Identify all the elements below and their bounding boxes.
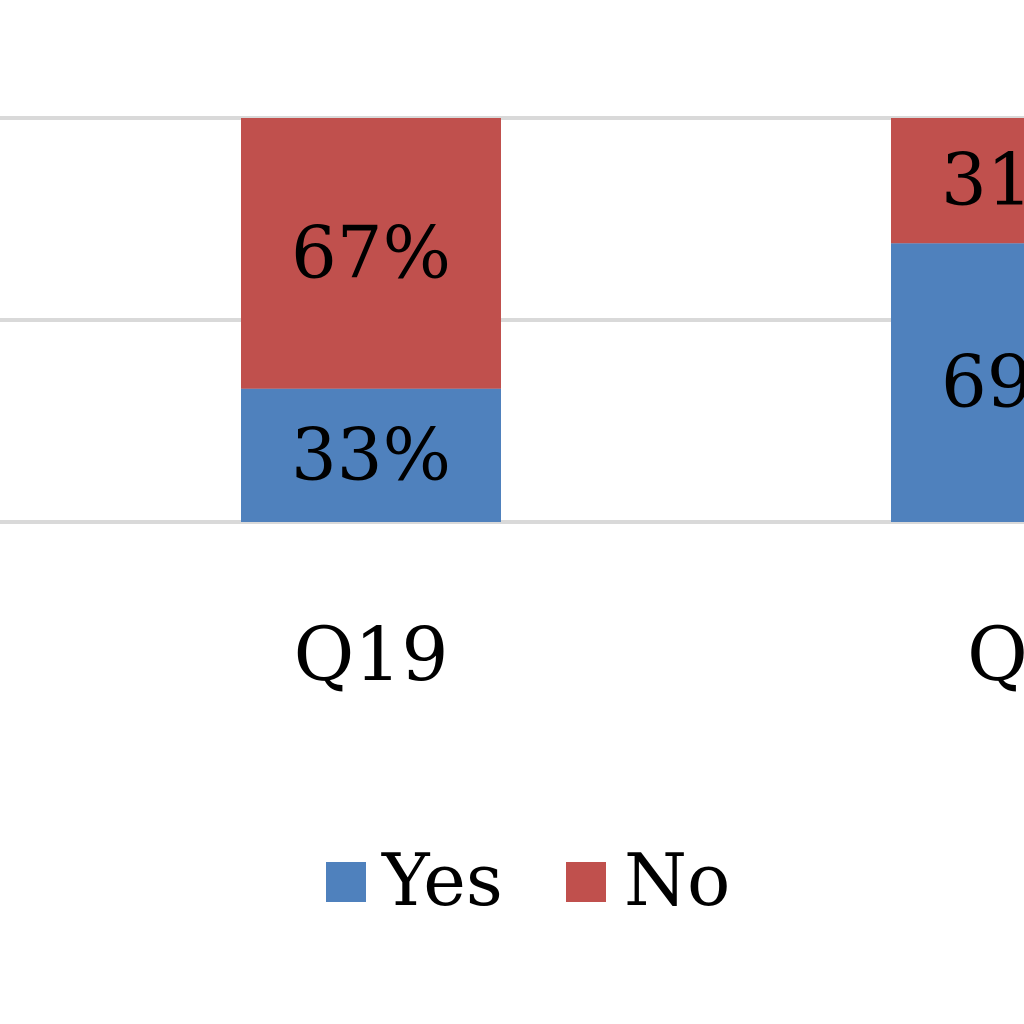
x-axis-tick-labels: Q19 Q1 <box>294 612 1024 698</box>
legend: Yes No <box>326 838 730 922</box>
legend-label-no: No <box>624 838 730 922</box>
data-label-no-q19: 67% <box>291 210 451 294</box>
legend-swatch-yes <box>326 862 366 902</box>
legend-swatch-no <box>566 862 606 902</box>
data-labels: 33% 67% 69% 31% <box>291 138 1024 497</box>
data-label-yes-q1: 69% <box>941 340 1024 424</box>
bar-no-q1 <box>891 118 1024 244</box>
gridlines <box>0 116 1024 524</box>
bar-yes-q19 <box>241 388 501 522</box>
bar-yes-q1 <box>891 243 1024 523</box>
bars <box>241 118 1024 523</box>
bar-no-q19 <box>241 118 501 389</box>
data-label-yes-q19: 33% <box>291 412 451 496</box>
legend-label-yes: Yes <box>381 838 503 922</box>
x-tick-label-q1: Q1 <box>967 612 1024 698</box>
x-tick-label-q19: Q19 <box>294 612 449 698</box>
data-label-no-q1: 31% <box>941 138 1024 222</box>
